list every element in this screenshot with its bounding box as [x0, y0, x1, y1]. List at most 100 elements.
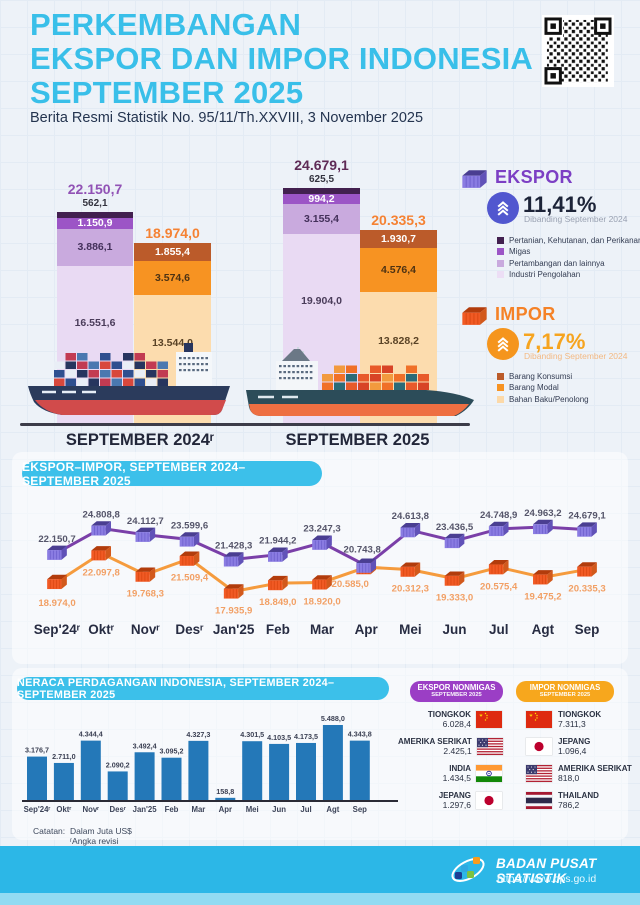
neraca-month-label: Sep'24ʳ [24, 805, 51, 814]
segment-label: 994,2 [308, 192, 335, 205]
bar-total-label: 18.974,0 [145, 224, 200, 241]
impor-growth-badge [487, 328, 519, 360]
window [192, 357, 195, 360]
window [283, 365, 286, 368]
window [179, 357, 182, 360]
neraca-value-label: 4.301,5 [240, 730, 264, 739]
country-info: TIONGKOK 6.028,4 [398, 710, 471, 729]
month-label: Jul [489, 622, 509, 637]
container-box [370, 382, 381, 390]
segment-label: 19.904,0 [301, 295, 342, 308]
container-box [65, 353, 76, 361]
window [287, 371, 291, 374]
legend-item: Pertanian, Kehutanan, dan Perikanan [497, 235, 640, 245]
neraca-month-label: Feb [165, 805, 179, 814]
value-label-ekspor: 24.613,8 [392, 511, 430, 522]
window [296, 371, 300, 374]
neraca-month-label: Oktʳ [56, 805, 71, 814]
window [192, 369, 195, 372]
point-ekspor-Agt [532, 519, 554, 535]
neraca-value-label: 5.488,0 [321, 714, 345, 723]
ekspor-growth-badge [487, 192, 519, 224]
point-impor-Jul [488, 559, 510, 575]
container-box [358, 374, 369, 382]
window [187, 357, 191, 360]
neraca-value-label: 3.492,4 [133, 741, 157, 750]
point-impor-Oktʳ [90, 545, 112, 561]
window [292, 365, 295, 368]
container-box [157, 378, 168, 386]
point-ekspor-Mar [311, 535, 333, 551]
container-box [77, 378, 88, 386]
bar-segment: 1.930,7 [360, 229, 437, 249]
footer-org-name: BADAN PUSAT STATISTIK [496, 856, 597, 886]
segment-label: 3.155,4 [303, 212, 340, 225]
value-label-ekspor: 24.808,8 [82, 509, 120, 520]
value-label-impor: 19.475,2 [524, 591, 561, 602]
value-label-impor: 19.333,0 [436, 593, 473, 604]
value-label-ekspor: 24.679,1 [568, 511, 606, 522]
nonmigas-impor-list: TIONGKOK 7.311,3 JEPANG 1.096,4 AMERIKA SERI… [526, 710, 638, 819]
container-box [382, 382, 393, 390]
bps-logo [451, 857, 485, 882]
window [205, 357, 208, 360]
value-label-ekspor: 23.436,5 [436, 522, 474, 533]
country-row-thailand: THAILAND 786,2 [526, 791, 638, 810]
country-row-jepang: JEPANG 1.297,6 [398, 791, 502, 810]
point-impor-Jan'25 [223, 583, 244, 600]
point-ekspor-Apr [355, 558, 377, 574]
container-box [146, 361, 157, 369]
neraca-bar-Sep'24ʳ [27, 756, 47, 800]
neraca-bar-Desʳ [107, 771, 128, 800]
value-label-impor: 17.935,9 [215, 605, 252, 616]
neraca-value-label: 4.343,8 [348, 730, 372, 739]
country-info: AMERIKA SERIKAT 2.425,1 [398, 737, 472, 756]
window [279, 371, 282, 374]
country-info: TIONGKOK 7.311,3 [558, 710, 601, 729]
segment-label: 16.551,6 [74, 316, 116, 329]
point-impor-Agt [532, 569, 554, 585]
container-box [382, 365, 393, 373]
container-box [100, 361, 111, 369]
bar-segment [283, 188, 360, 195]
container-box [322, 374, 333, 382]
segment-label: 1.150,9 [77, 217, 113, 230]
point-impor-Sep'24ʳ [46, 574, 68, 590]
note-line-2: ʳAngka revisi [70, 836, 119, 846]
value-label-impor: 20.312,3 [392, 584, 429, 595]
ekspor-impor-line-chart: 22.150,7 24.808,8 24.112,7 23.599,6 21.428,3… [34, 508, 607, 637]
country-row-jepang: JEPANG 1.096,4 [526, 737, 638, 756]
container-box [334, 374, 345, 382]
value-label-ekspor: 24.748,9 [480, 510, 517, 521]
neraca-value-label: 4.327,3 [186, 730, 210, 739]
window [296, 365, 300, 368]
nonmigas-ekspor-title: EKSPOR NONMIGAS [417, 683, 496, 692]
window [292, 371, 295, 374]
container-box [77, 370, 88, 378]
neraca-bar-Agt [322, 724, 343, 800]
month-label: Mei [399, 622, 422, 637]
point-impor-Jun [444, 570, 465, 587]
impor-percentage: 7,17% [523, 329, 586, 354]
value-label-impor: 22.097,8 [82, 567, 120, 578]
container-box [134, 370, 145, 378]
container-box [123, 361, 134, 369]
point-impor-Mar [311, 574, 333, 591]
neraca-month-label: Apr [219, 805, 232, 814]
release-subtitle: Berita Resmi Statistik No. 95/11/Th.XXVI… [30, 110, 424, 126]
legend-swatch [497, 271, 504, 278]
window [305, 365, 308, 368]
window [201, 357, 204, 360]
container-box [382, 374, 393, 382]
japan-flag-icon [476, 792, 502, 809]
legend-item: Barang Modal [497, 383, 589, 393]
container-box [370, 365, 381, 373]
line-chart-card [12, 452, 628, 664]
neraca-month-label: Mei [246, 805, 259, 814]
neraca-title-pill: NERACA PERDAGANGAN INDONESIA, SEPTEMBER … [17, 677, 389, 701]
container-box [334, 365, 345, 373]
segment-label-outside: 625,5 [308, 174, 335, 186]
legend-label: Barang Konsumsi [509, 371, 573, 381]
ekspor-compare-note: Dibanding September 2024 [524, 214, 628, 224]
neraca-bar-Mei [242, 741, 263, 800]
